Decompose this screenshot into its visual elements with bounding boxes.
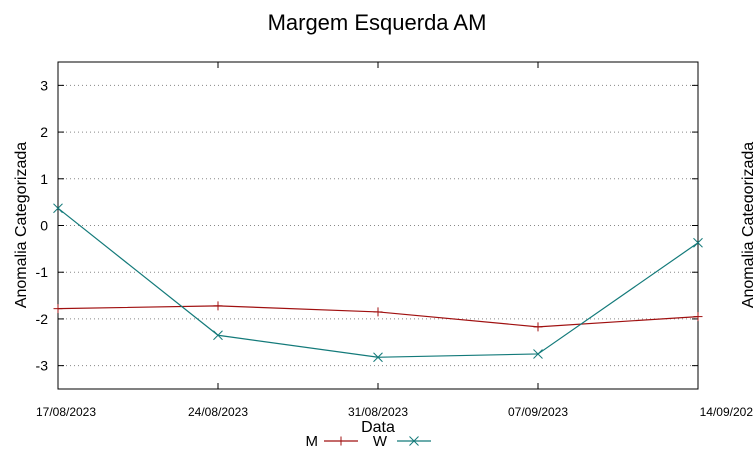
x-axis-ticks: 17/08/2023 24/08/2023 31/08/2023 07/09/2023… xyxy=(36,62,753,419)
legend-label-w: W xyxy=(373,433,388,450)
data-point-m-3 xyxy=(533,322,543,332)
data-point-m-4 xyxy=(693,312,703,322)
y-tick-label-2: -1 xyxy=(36,264,49,280)
x-tick-label-4: 14/09/202 xyxy=(700,405,753,419)
y-tick-label-4: 1 xyxy=(40,171,48,187)
y-tick-label-0: -3 xyxy=(36,358,49,374)
series-layer xyxy=(53,203,703,363)
y-axis-ticks: -3 -2 -1 0 1 2 3 xyxy=(36,77,698,374)
y-tick-label-3: 0 xyxy=(40,218,48,234)
data-point-w-1 xyxy=(213,330,223,341)
x-tick-label-1: 24/08/2023 xyxy=(188,405,248,419)
gridlines xyxy=(58,84,698,367)
legend-label-m: M xyxy=(306,433,319,450)
y-axis-label: Anomalia Categorizada xyxy=(13,142,30,308)
data-point-w-2 xyxy=(373,352,383,363)
y-tick-label-1: -2 xyxy=(36,311,49,327)
x-tick-label-2: 31/08/2023 xyxy=(348,405,408,419)
y-tick-label-6: 3 xyxy=(40,77,48,93)
series-line-w xyxy=(57,207,699,358)
chart-title: Margem Esquerda AM xyxy=(268,10,487,35)
right-panel-y-axis-label: Anomalia Categorizada xyxy=(740,142,753,308)
x-tick-label-0: 17/08/2023 xyxy=(36,405,96,419)
legend-marker-m xyxy=(336,436,346,446)
data-point-w-3 xyxy=(533,349,543,359)
data-point-m-1 xyxy=(213,301,223,311)
data-point-m-2 xyxy=(373,307,383,317)
data-point-w-0 xyxy=(53,203,63,214)
y-tick-label-5: 2 xyxy=(40,124,48,140)
data-point-m-0 xyxy=(53,304,63,314)
x-axis-label: Data xyxy=(361,419,395,436)
legend-marker-w xyxy=(409,436,419,446)
data-point-w-4 xyxy=(693,237,703,248)
x-tick-label-3: 07/09/2023 xyxy=(508,405,568,419)
